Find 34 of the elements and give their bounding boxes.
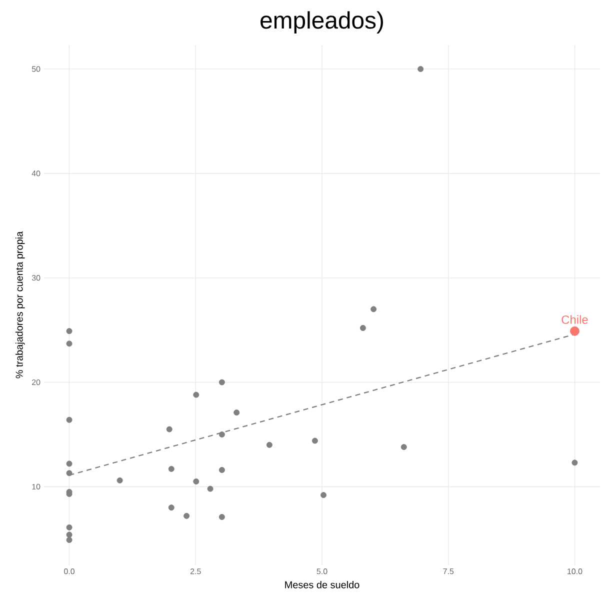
point (370, 306, 377, 312)
point (193, 392, 200, 398)
point (66, 524, 72, 530)
point (116, 477, 123, 484)
point (184, 512, 190, 519)
point (218, 431, 225, 438)
point (66, 460, 72, 467)
point (234, 410, 240, 416)
point (266, 442, 272, 448)
point (193, 478, 200, 484)
point (166, 426, 172, 432)
point (66, 416, 72, 423)
point (207, 486, 214, 492)
point (66, 470, 72, 476)
point (218, 466, 225, 473)
point (418, 66, 424, 72)
point (572, 460, 578, 466)
point (66, 328, 72, 334)
point (312, 438, 318, 444)
point (66, 532, 72, 538)
point (168, 466, 174, 472)
chart-title: empleados) (260, 11, 383, 34)
series-label: Chile (562, 315, 588, 324)
point (66, 536, 72, 543)
point (400, 444, 407, 450)
y-axis-title: % trabajadores por cuenta propia (15, 231, 25, 378)
point (360, 324, 366, 331)
point (218, 379, 225, 386)
point (570, 326, 580, 336)
x-axis-title: Meses de sueldo (285, 581, 360, 588)
point (320, 492, 327, 498)
point (66, 340, 72, 347)
point (218, 514, 225, 520)
point (168, 504, 174, 511)
